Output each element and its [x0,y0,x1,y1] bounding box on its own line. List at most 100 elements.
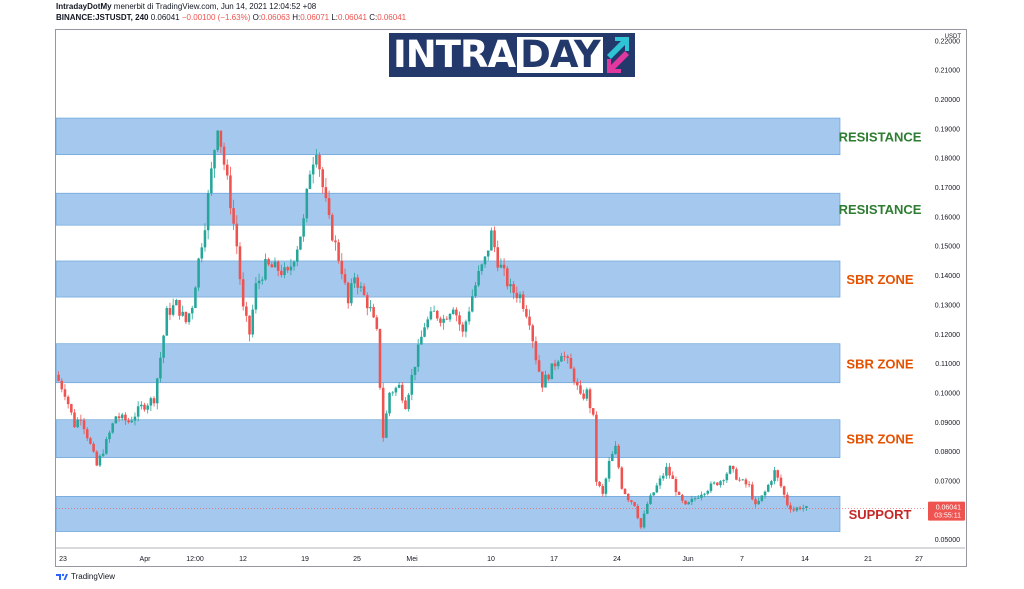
candle-up [98,455,102,466]
candle-down [496,247,500,268]
open-label: O: [252,13,262,22]
candle-up [308,174,312,189]
candle-up [359,286,363,288]
candle-up [206,193,210,231]
candle-up [413,366,417,375]
open-value: 0.06063 [261,13,290,22]
candle-up [499,264,503,268]
candle-up [194,287,197,309]
price-tick-label: 0.07000 [935,478,960,485]
candle-up [155,378,159,404]
candle-down [525,308,528,317]
candle-up [706,490,710,494]
candle-down [684,500,687,505]
candle-down [235,223,239,247]
candle-down [57,374,60,381]
candle-up [260,279,264,281]
candle-up [187,313,191,323]
candle-down [89,438,92,444]
candle-up [550,363,554,380]
candle-down [286,267,289,271]
tradingview-brand[interactable]: TradingView [56,572,115,581]
candle-up [661,475,665,479]
candle-down [738,479,741,481]
price-tick-label: 0.10000 [935,390,960,397]
time-tick-label: 14 [801,556,809,563]
candle-up [130,420,134,423]
candle-up [741,479,745,481]
time-tick-label: 12 [239,556,247,563]
candle-up [518,294,522,299]
time-tick-label: 21 [864,556,872,563]
candle-down [82,420,86,430]
candle-up [719,481,722,486]
candle-down [343,274,347,283]
price-tick-label: 0.18000 [935,156,960,163]
candle-down [789,505,792,510]
candle-up [385,413,388,438]
candle-down [270,264,274,268]
candle-down [515,292,519,299]
zone-support-5 [55,496,841,532]
candle-up [175,299,178,306]
candle-up [611,454,614,461]
high-label: H: [292,13,301,22]
time-tick-label: 19 [301,556,309,563]
candle-up [509,284,512,287]
candle-up [391,392,394,394]
candle-down [626,493,630,501]
author-name[interactable]: IntradayDotMy [56,2,112,11]
zone-resistance-1 [55,192,841,226]
last-price: 0.06041 [150,13,180,22]
candle-up [693,498,697,500]
candle-down [461,324,465,332]
candle-up [696,497,700,499]
candle-down [563,356,566,357]
zone-label-sbr: SBR ZONE [846,432,914,447]
candle-down [404,400,407,410]
candle-down [601,486,605,494]
candle-up [451,309,455,314]
candle-down [436,310,439,319]
candle-down [588,389,592,409]
candle-up [181,311,184,316]
candle-down [677,492,681,495]
last-price-box [928,501,965,521]
candle-up [426,319,429,328]
candle-down [579,385,582,394]
candle-down [73,412,76,428]
candle-up [448,313,452,320]
candle-down [70,404,73,413]
candle-up [429,311,433,320]
publish-line: IntradayDotMy menerbit di TradingView.co… [56,2,406,12]
candle-down [668,466,671,476]
zone-label-sbr: SBR ZONE [846,272,914,287]
candle-up [658,478,662,486]
candle-down [381,387,385,438]
time-tick-label: 17 [550,556,558,563]
zone-labels: RESISTANCE RESISTANCE SBR ZONE SBR ZONE SBR … [839,129,922,522]
candle-up [171,305,175,315]
candle-up [709,483,713,491]
symbol-label: BINANCE:JSTUSDT, 240 [56,13,149,22]
candle-down [534,341,538,361]
zone-sbr-4 [55,419,841,458]
candle-down [735,469,738,480]
candle-up [190,308,194,314]
candle-up [76,419,79,428]
candle-up [490,230,493,251]
candle-up [101,453,105,456]
candle-up [416,344,420,367]
candle-up [264,259,267,280]
candle-down [318,154,321,170]
candle-down [66,396,70,405]
zone-sbr-3 [55,343,841,384]
time-tick-label: 10 [487,556,495,563]
candle-up [114,416,118,424]
candle-down [143,404,146,410]
candle-up [295,249,299,262]
candle-up [140,404,143,407]
candle-up [146,405,149,410]
zone-label-support: SUPPORT [849,507,912,522]
